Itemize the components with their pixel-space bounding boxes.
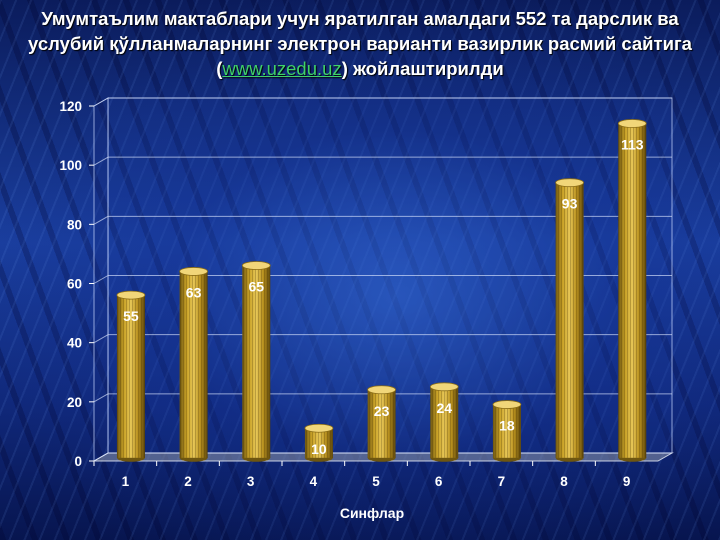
bars: 55 63 65 10 23 24 18 93 113 [116,119,647,462]
bar: 24 [429,382,459,462]
bar: 113 [617,119,647,462]
bar: 10 [304,423,334,462]
gridline-side [93,156,109,166]
bar-texture [304,428,333,458]
x-tick-label: 5 [372,474,380,489]
bar-top [179,267,209,276]
gridline-side [93,334,109,344]
y-tick-label: 60 [67,277,82,292]
y-tick-label: 0 [74,454,82,469]
bar-texture [430,386,459,458]
bar-texture [555,182,584,458]
gridline-side [93,215,109,225]
bar-top [241,261,271,270]
bar: 55 [116,290,146,462]
bar: 23 [367,385,397,462]
uzedu-link[interactable]: www.uzedu.uz [222,58,342,79]
y-tick-label: 80 [67,217,82,232]
data-label: 23 [374,403,390,419]
bar-texture [242,265,271,458]
bar: 65 [241,261,271,462]
data-label: 65 [248,279,264,295]
x-tick-label: 4 [310,474,318,489]
x-tick-label: 1 [122,474,130,489]
bar-top [429,382,459,392]
slide-title: Умумтаълим мактаблари учун яратилган ама… [8,6,712,81]
bar-top [617,119,647,128]
y-tick-label: 120 [59,99,82,114]
bar-texture [116,295,145,458]
data-label: 18 [499,418,515,434]
x-tick-label: 9 [623,474,631,489]
bar: 93 [555,178,584,462]
x-tick-label: 6 [435,474,443,489]
bar-top [304,423,334,433]
bar: 18 [492,400,522,462]
x-tick-label: 2 [184,474,192,489]
title-text-after: ) жойлаштирилди [341,58,504,79]
bar-top [492,400,522,409]
gridline-side [93,393,109,403]
y-tick-label: 100 [59,158,82,173]
y-tick-label: 20 [67,395,82,410]
title-text-before: Умумтаълим мактаблари учун яратилган ама… [28,8,692,79]
gridline-side [93,97,109,107]
bar-top [367,385,397,395]
x-tick-label: 8 [560,474,568,489]
bar-texture [492,404,521,458]
bar: 63 [179,267,209,462]
x-tick-label: 3 [247,474,255,489]
gridline-side [93,275,109,284]
bar-texture [367,389,396,458]
bar-texture [618,123,647,458]
data-label: 93 [562,196,578,212]
data-label: 24 [436,400,452,416]
y-tick-label: 40 [67,336,82,351]
x-axis-title: Синфлар [340,505,404,521]
data-label: 55 [123,308,139,324]
data-label: 10 [311,441,327,457]
bar-texture [179,271,208,458]
x-tick-label: 7 [498,474,506,489]
y-axis-ticks: 0 20 40 60 80 100 120 [59,99,94,469]
data-label: 63 [186,284,202,300]
bar-top [116,290,146,300]
gridline-side [93,452,109,462]
bar-top [555,178,584,188]
data-label: 113 [621,137,644,153]
x-axis-ticks: 1 2 3 4 5 6 7 8 9 [93,461,631,489]
